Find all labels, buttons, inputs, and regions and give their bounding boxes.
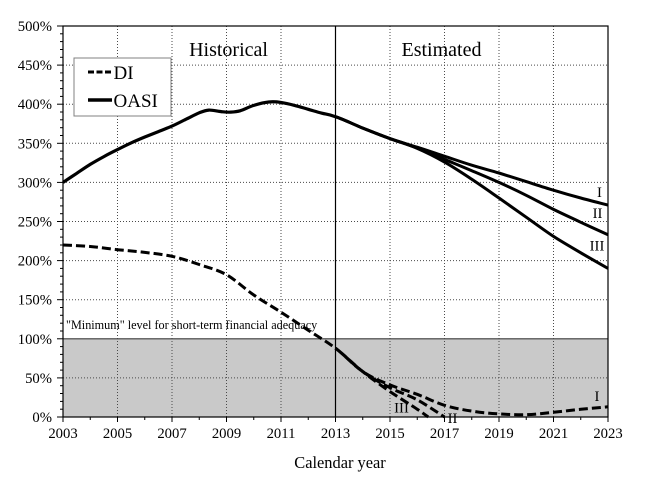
- svg-text:"Minimum" level for short-term: "Minimum" level for short-term financial…: [66, 318, 318, 332]
- svg-text:OASI: OASI: [114, 91, 158, 112]
- svg-text:II: II: [593, 206, 603, 222]
- svg-text:III: III: [394, 400, 409, 416]
- svg-text:400%: 400%: [18, 97, 52, 113]
- svg-text:I: I: [595, 389, 600, 405]
- svg-text:2011: 2011: [267, 426, 296, 442]
- svg-text:350%: 350%: [18, 136, 52, 152]
- svg-text:Estimated: Estimated: [402, 39, 482, 61]
- svg-text:250%: 250%: [18, 215, 52, 231]
- svg-text:2003: 2003: [48, 426, 77, 442]
- svg-text:300%: 300%: [18, 175, 52, 191]
- svg-text:2007: 2007: [157, 426, 186, 442]
- svg-text:Historical: Historical: [189, 39, 268, 61]
- svg-text:2021: 2021: [539, 426, 568, 442]
- svg-text:II: II: [448, 411, 458, 427]
- svg-text:I: I: [597, 185, 602, 201]
- svg-text:50%: 50%: [25, 371, 52, 387]
- svg-text:2009: 2009: [212, 426, 241, 442]
- svg-text:Calendar year: Calendar year: [294, 453, 386, 472]
- svg-text:450%: 450%: [18, 58, 52, 74]
- svg-text:III: III: [590, 239, 605, 255]
- svg-text:2013: 2013: [321, 426, 350, 442]
- svg-text:100%: 100%: [18, 332, 52, 348]
- svg-text:DI: DI: [114, 63, 134, 84]
- svg-text:2017: 2017: [430, 426, 459, 442]
- svg-text:150%: 150%: [18, 293, 52, 309]
- svg-text:2005: 2005: [103, 426, 132, 442]
- svg-text:2015: 2015: [375, 426, 404, 442]
- svg-text:500%: 500%: [18, 19, 52, 35]
- svg-text:200%: 200%: [18, 254, 52, 270]
- svg-text:0%: 0%: [32, 410, 52, 426]
- svg-text:2023: 2023: [593, 426, 622, 442]
- svg-text:2019: 2019: [484, 426, 513, 442]
